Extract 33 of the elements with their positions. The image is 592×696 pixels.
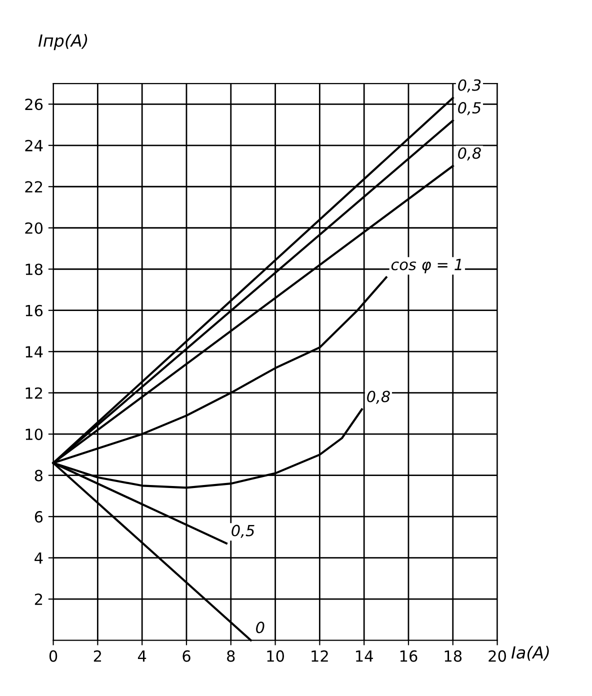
y-tick-label: 16 bbox=[26, 304, 43, 316]
y-tick-label: 20 bbox=[25, 222, 43, 234]
series-label: 0,8 bbox=[458, 147, 481, 160]
y-tick-label: 12 bbox=[26, 387, 42, 399]
x-tick-label: 12 bbox=[312, 650, 328, 662]
y-tick-label: 24 bbox=[25, 140, 43, 152]
series-label: cos φ = 1 bbox=[391, 258, 462, 274]
x-tick-label: 20 bbox=[488, 650, 506, 662]
x-tick-label: 8 bbox=[227, 650, 235, 662]
y-tick-label: 18 bbox=[26, 264, 43, 276]
x-tick-label: 6 bbox=[182, 650, 190, 662]
y-tick-label: 22 bbox=[25, 181, 42, 192]
x-tick-label: 18 bbox=[444, 650, 462, 662]
x-tick-label: 4 bbox=[138, 650, 146, 662]
x-tick-label: 0 bbox=[49, 650, 58, 662]
series-label: 0,5 bbox=[232, 524, 254, 538]
x-tick-label: 14 bbox=[356, 650, 373, 662]
series-label: 0 bbox=[256, 622, 264, 634]
y-tick-label: 2 bbox=[34, 594, 42, 605]
series-label: 0,5 bbox=[458, 102, 481, 116]
y-tick-label: 14 bbox=[26, 346, 43, 358]
x-axis-title: Iа(A) bbox=[511, 646, 549, 661]
series-label: 0,3 bbox=[458, 79, 481, 92]
y-tick-label: 26 bbox=[25, 98, 43, 110]
series-label: 0,8 bbox=[367, 390, 390, 404]
y-tick-label: 8 bbox=[34, 470, 43, 482]
y-tick-label: 6 bbox=[34, 511, 43, 523]
x-tick-label: 2 bbox=[94, 650, 102, 662]
y-tick-label: 10 bbox=[26, 428, 43, 440]
x-tick-label: 16 bbox=[400, 650, 418, 662]
y-axis-title: Iпр(A) bbox=[38, 34, 88, 50]
x-tick-label: 10 bbox=[267, 650, 284, 662]
y-tick-label: 4 bbox=[34, 552, 43, 564]
